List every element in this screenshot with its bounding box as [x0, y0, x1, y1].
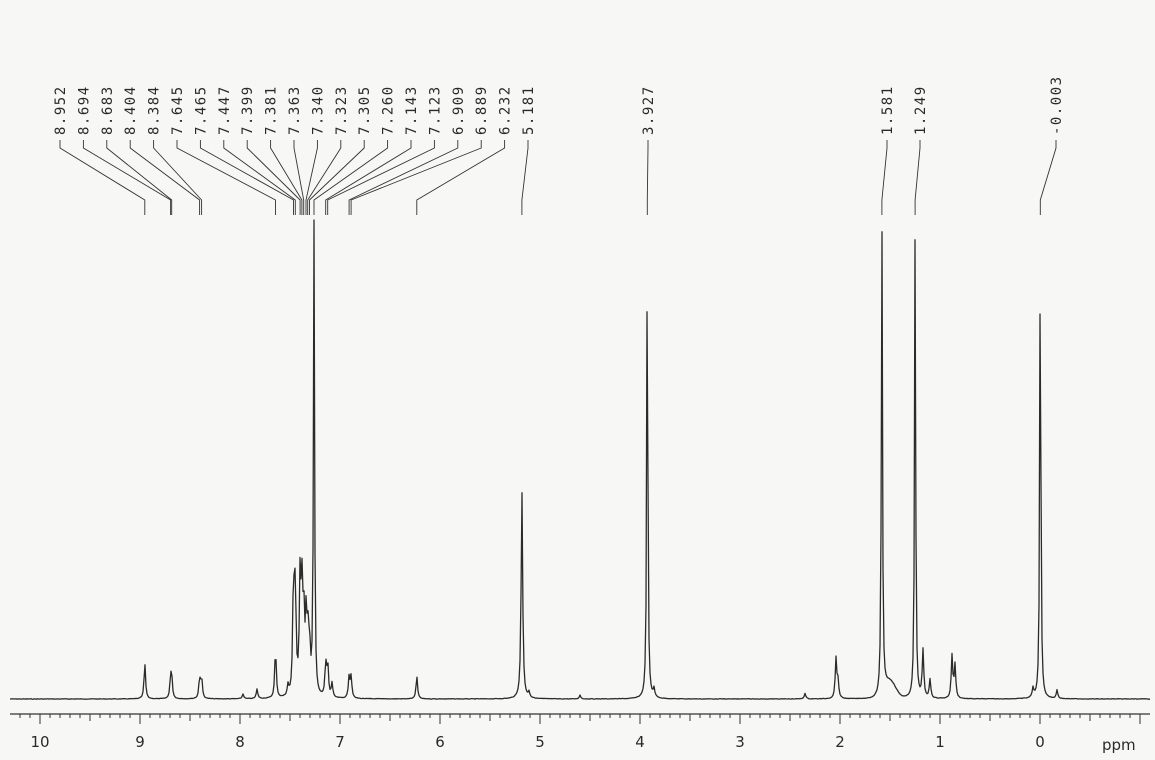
x-axis-tick-label: 2	[835, 733, 845, 751]
spectrum-trace	[9, 219, 1151, 700]
peak-label: 6.909	[451, 85, 467, 135]
x-axis-tick-label: 6	[435, 733, 445, 751]
peak-label-connector	[293, 140, 305, 215]
x-axis-tick-labels: 10 9 8 7 6 5 4 3 2 1 0	[30, 733, 1044, 751]
peak-label: 6.889	[474, 85, 490, 135]
peak-label-connector	[59, 140, 146, 215]
peak-label-connector	[327, 140, 435, 215]
peak-label-connector	[270, 140, 303, 215]
peak-label-connector	[521, 140, 529, 215]
peak-label: -0.003	[1049, 75, 1065, 135]
peak-label-connector	[305, 140, 318, 215]
peak-label: 7.381	[264, 85, 280, 135]
x-axis-tick-label: 8	[235, 733, 245, 751]
peak-label: 7.123	[427, 85, 443, 135]
peak-label: 7.447	[217, 85, 233, 135]
peak-label: 5.181	[521, 85, 537, 135]
peak-label-connector	[199, 140, 294, 215]
peak-label-connector	[246, 140, 301, 215]
peak-label-connectors	[59, 140, 1057, 215]
peak-label: 1.249	[913, 85, 929, 135]
peak-label-connector	[350, 140, 482, 215]
peak-label-connector	[153, 140, 203, 215]
peak-label: 7.645	[170, 85, 186, 135]
peak-label: 7.260	[381, 85, 397, 135]
peak-label: 7.340	[310, 85, 326, 135]
peak-label-connector	[313, 140, 389, 215]
peak-label: 8.683	[100, 85, 116, 135]
peak-label-connector	[129, 140, 201, 215]
x-axis-tick-label: 0	[1035, 733, 1045, 751]
x-axis-tick-label: 9	[135, 733, 145, 751]
peak-label: 7.323	[334, 85, 350, 135]
x-axis-tick-label: 10	[30, 733, 49, 751]
peak-label-connector	[416, 140, 506, 215]
x-axis-tick-label: 7	[335, 733, 345, 751]
peak-label: 8.404	[123, 85, 139, 135]
peak-label-connector	[82, 140, 172, 215]
peak-label: 7.363	[287, 85, 303, 135]
peak-label-connector	[106, 140, 173, 215]
peak-label: 8.384	[147, 85, 163, 135]
peak-label: 7.399	[240, 85, 256, 135]
peak-label: 7.143	[404, 85, 420, 135]
peak-labels: 8.952 8.694 8.683 8.404 8.384 7.645 7.465 7.447…	[53, 75, 1065, 135]
peak-label: 6.232	[498, 85, 514, 135]
peak-label-connector	[176, 140, 276, 215]
x-axis-tick-label: 4	[635, 733, 645, 751]
x-axis-tick-label: 5	[535, 733, 545, 751]
peak-label-connector	[348, 140, 459, 215]
x-axis-unit-label: ppm	[1102, 736, 1136, 754]
peak-label: 8.952	[53, 85, 69, 135]
x-axis-tick-label: 3	[735, 733, 745, 751]
peak-label-connector	[325, 140, 412, 215]
x-axis-ticks	[19, 714, 1141, 724]
peak-label-connector	[1039, 140, 1057, 215]
peak-label-connector	[223, 140, 296, 215]
peak-label-connector	[307, 140, 342, 215]
x-axis-tick-label: 1	[935, 733, 945, 751]
peak-label: 8.694	[76, 85, 92, 135]
peak-label: 7.465	[193, 85, 209, 135]
peak-label-connector	[646, 140, 649, 215]
peak-label: 7.305	[357, 85, 373, 135]
peak-label-connector	[914, 140, 921, 215]
peak-label: 1.581	[880, 85, 896, 135]
peak-label: 3.927	[641, 85, 657, 135]
peak-label-connector	[881, 140, 888, 215]
peak-label-connector	[309, 140, 365, 215]
